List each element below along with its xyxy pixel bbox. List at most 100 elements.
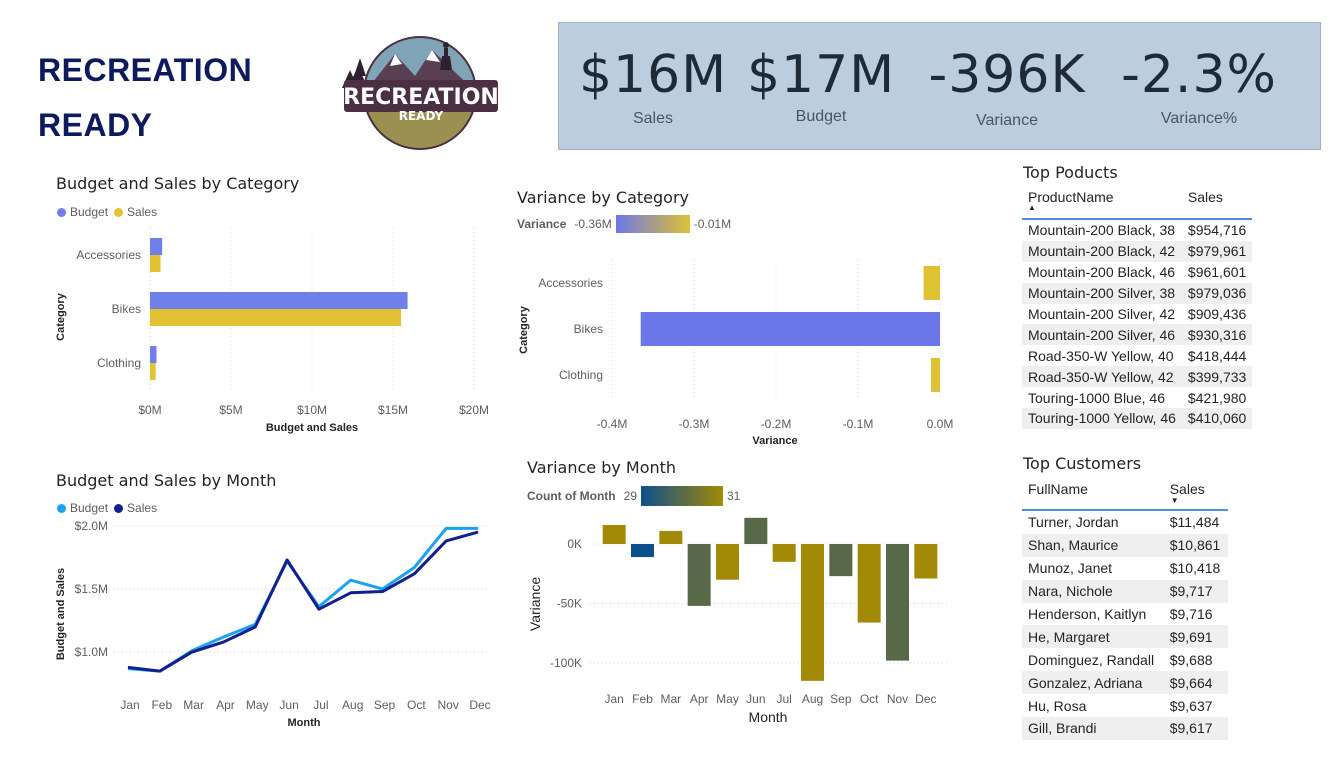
- bar-budget[interactable]: [150, 238, 163, 255]
- table-row[interactable]: He, Margaret $9,691: [1022, 625, 1228, 649]
- table-row[interactable]: Mountain-200 Silver, 42 $909,436: [1022, 304, 1252, 325]
- table-row[interactable]: Gill, Brandi $9,617: [1022, 717, 1228, 740]
- col-header-customer-sales-label: Sales: [1169, 481, 1205, 497]
- table-row[interactable]: Mountain-200 Black, 42 $979,961: [1022, 240, 1253, 262]
- category-label: Clothing: [559, 368, 603, 382]
- kpi-variance-pct-label: Variance%: [1160, 110, 1238, 127]
- month-chart-legend: Budget Sales: [57, 501, 157, 515]
- col-header-productname-label: ProductName: [1028, 189, 1114, 205]
- variance-month-bar[interactable]: [716, 544, 739, 580]
- line-budget[interactable]: [127, 526, 478, 673]
- table-row[interactable]: Mountain-200 Silver, 46 $930,316: [1022, 324, 1253, 346]
- sales-cell: $10,861: [1163, 533, 1228, 557]
- variance-month-bar[interactable]: [659, 530, 683, 544]
- var-chart-title: Variance by Category: [517, 188, 689, 207]
- x-tick-label: May: [716, 692, 739, 706]
- kpi-variance-label: Variance: [976, 112, 1038, 129]
- variance-month-bar[interactable]: [829, 544, 853, 577]
- x-tick-label: Sep: [830, 692, 852, 706]
- bar-sales[interactable]: [150, 255, 161, 272]
- y-axis-title: Budget and Sales: [55, 568, 67, 660]
- table-row[interactable]: Turner, Jordan $11,484: [1022, 510, 1228, 534]
- bar-sales[interactable]: [150, 309, 402, 326]
- vmonth-legend-min: 29: [623, 489, 637, 503]
- variance-month-bar[interactable]: [857, 544, 881, 623]
- vmonth-gradient-scale: [641, 486, 723, 506]
- table-row[interactable]: Henderson, Kaitlyn $9,716: [1022, 603, 1228, 626]
- sales-cell: $961,601: [1187, 264, 1247, 281]
- variance-month-bar[interactable]: [801, 544, 824, 681]
- sales-cell: $979,036: [1181, 282, 1253, 304]
- table-row[interactable]: Mountain-200 Silver, 38 $979,036: [1022, 282, 1253, 304]
- x-tick-label: Aug: [802, 692, 823, 706]
- name-cell: Touring-1000 Yellow, 46: [1022, 408, 1182, 429]
- x-tick-label: Apr: [690, 692, 709, 706]
- cat-chart-title: Budget and Sales by Category: [56, 174, 300, 193]
- table-row[interactable]: Shan, Maurice $10,861: [1022, 533, 1228, 557]
- x-tick-label: Nov: [438, 698, 459, 712]
- line-sales[interactable]: [127, 530, 479, 673]
- sales-cell: $9,637: [1169, 697, 1213, 714]
- table-row[interactable]: Mountain-200 Black, 46 $961,601: [1022, 262, 1252, 283]
- legend-budget-label: Budget: [70, 205, 109, 219]
- table-row[interactable]: Touring-1000 Blue, 46 $421,980: [1022, 387, 1252, 408]
- category-label: Clothing: [97, 356, 141, 370]
- name-cell: Henderson, Kaitlyn: [1028, 606, 1147, 622]
- table-row[interactable]: Dominguez, Randall $9,688: [1022, 648, 1228, 671]
- category-label: Bikes: [112, 302, 141, 316]
- table-row[interactable]: Nara, Nichole $9,717: [1022, 579, 1228, 603]
- x-tick-label: Feb: [151, 698, 172, 712]
- name-cell: Munoz, Janet: [1028, 560, 1113, 577]
- y-tick-label: -100K: [550, 656, 582, 670]
- col-header-fullname[interactable]: FullName: [1028, 481, 1088, 497]
- variance-month-bar[interactable]: [744, 517, 768, 544]
- y-tick-label: -50K: [557, 597, 582, 611]
- x-tick-label: Nov: [887, 692, 908, 706]
- bar-budget[interactable]: [150, 346, 157, 363]
- bar-budget[interactable]: [150, 292, 408, 309]
- x-tick-label: $5M: [219, 403, 242, 417]
- var-chart-legend: Variance -0.36M -0.01M: [517, 215, 731, 233]
- variance-bar[interactable]: [923, 266, 940, 300]
- recreation-ready-logo: RECREATION READY: [340, 36, 502, 154]
- table-row[interactable]: Gonzalez, Adriana $9,664: [1022, 671, 1228, 695]
- variance-month-bar[interactable]: [687, 544, 711, 606]
- x-tick-label: $10M: [297, 403, 327, 417]
- variance-month-bar[interactable]: [914, 544, 938, 579]
- col-header-customer-sales[interactable]: Sales ▼: [1164, 479, 1228, 510]
- x-tick-label: Jun: [279, 698, 298, 712]
- vmonth-legend-max: 31: [727, 489, 741, 503]
- table-row[interactable]: Touring-1000 Yellow, 46 $410,060: [1022, 408, 1253, 429]
- sales-cell: $421,980: [1187, 389, 1247, 406]
- vmonth-chart-title: Variance by Month: [527, 458, 677, 477]
- variance-month-bar[interactable]: [886, 544, 909, 661]
- x-tick-label: Oct: [860, 692, 879, 706]
- variance-bar[interactable]: [640, 312, 940, 346]
- col-header-sales[interactable]: Sales: [1187, 189, 1223, 205]
- table-row[interactable]: Hu, Rosa $9,637: [1022, 694, 1228, 717]
- legend-sales-line-label: Sales: [127, 501, 158, 515]
- x-tick-label: Jul: [313, 698, 328, 712]
- variance-month-bar[interactable]: [772, 544, 796, 562]
- variance-month-bar[interactable]: [602, 524, 626, 544]
- x-tick-label: Aug: [342, 698, 363, 712]
- brand-line-1: RECREATION: [38, 52, 253, 88]
- variance-month-bar[interactable]: [631, 544, 654, 558]
- legend-sales-marker: [114, 207, 124, 217]
- x-tick-label: $0M: [138, 403, 161, 417]
- table-row[interactable]: Road-350-W Yellow, 40 $418,444: [1022, 345, 1252, 366]
- variance-bar[interactable]: [930, 358, 940, 392]
- x-tick-label: Jan: [604, 692, 623, 706]
- x-tick-label: Feb: [632, 692, 653, 706]
- bar-sales[interactable]: [150, 363, 156, 380]
- x-tick-label: Sep: [374, 698, 396, 712]
- name-cell: Mountain-200 Silver, 38: [1022, 282, 1182, 304]
- sales-cell: $11,484: [1169, 514, 1220, 531]
- name-cell: Road-350-W Yellow, 40: [1028, 347, 1174, 364]
- col-header-productname[interactable]: ProductName ▲: [1022, 186, 1182, 219]
- table-row[interactable]: Road-350-W Yellow, 42 $399,733: [1022, 366, 1253, 388]
- x-tick-label: Dec: [469, 698, 490, 712]
- table-row[interactable]: Mountain-200 Black, 38 $954,716: [1022, 219, 1252, 241]
- table-row[interactable]: Munoz, Janet $10,418: [1022, 557, 1228, 580]
- cat-chart-legend: Budget Sales: [57, 205, 157, 219]
